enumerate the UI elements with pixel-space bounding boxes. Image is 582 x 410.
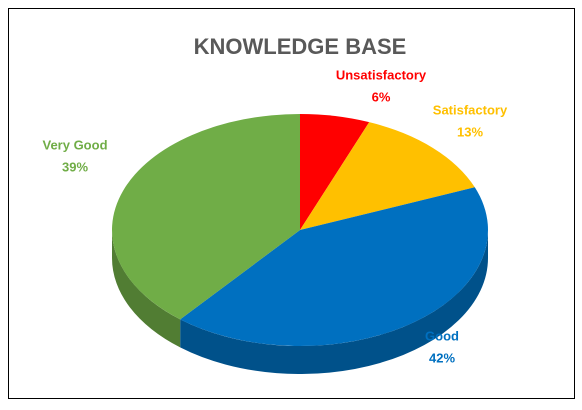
- data-label-name: Satisfactory: [433, 102, 508, 117]
- pie-side: [112, 230, 181, 348]
- data-label-name: Very Good: [42, 137, 107, 152]
- data-label-value: 42%: [429, 350, 455, 365]
- data-label-name: Unsatisfactory: [336, 67, 427, 82]
- data-label-value: 39%: [62, 159, 88, 174]
- pie-side: [180, 230, 488, 374]
- data-label-value: 6%: [372, 89, 391, 104]
- pie-slice: [300, 114, 370, 230]
- pie-slice: [300, 122, 475, 230]
- chart-title: KNOWLEDGE BASE: [194, 34, 407, 59]
- pie-slice: [180, 187, 489, 347]
- pie-slice: [111, 113, 300, 320]
- data-label-name: Good: [425, 328, 459, 343]
- data-label-value: 13%: [457, 124, 483, 139]
